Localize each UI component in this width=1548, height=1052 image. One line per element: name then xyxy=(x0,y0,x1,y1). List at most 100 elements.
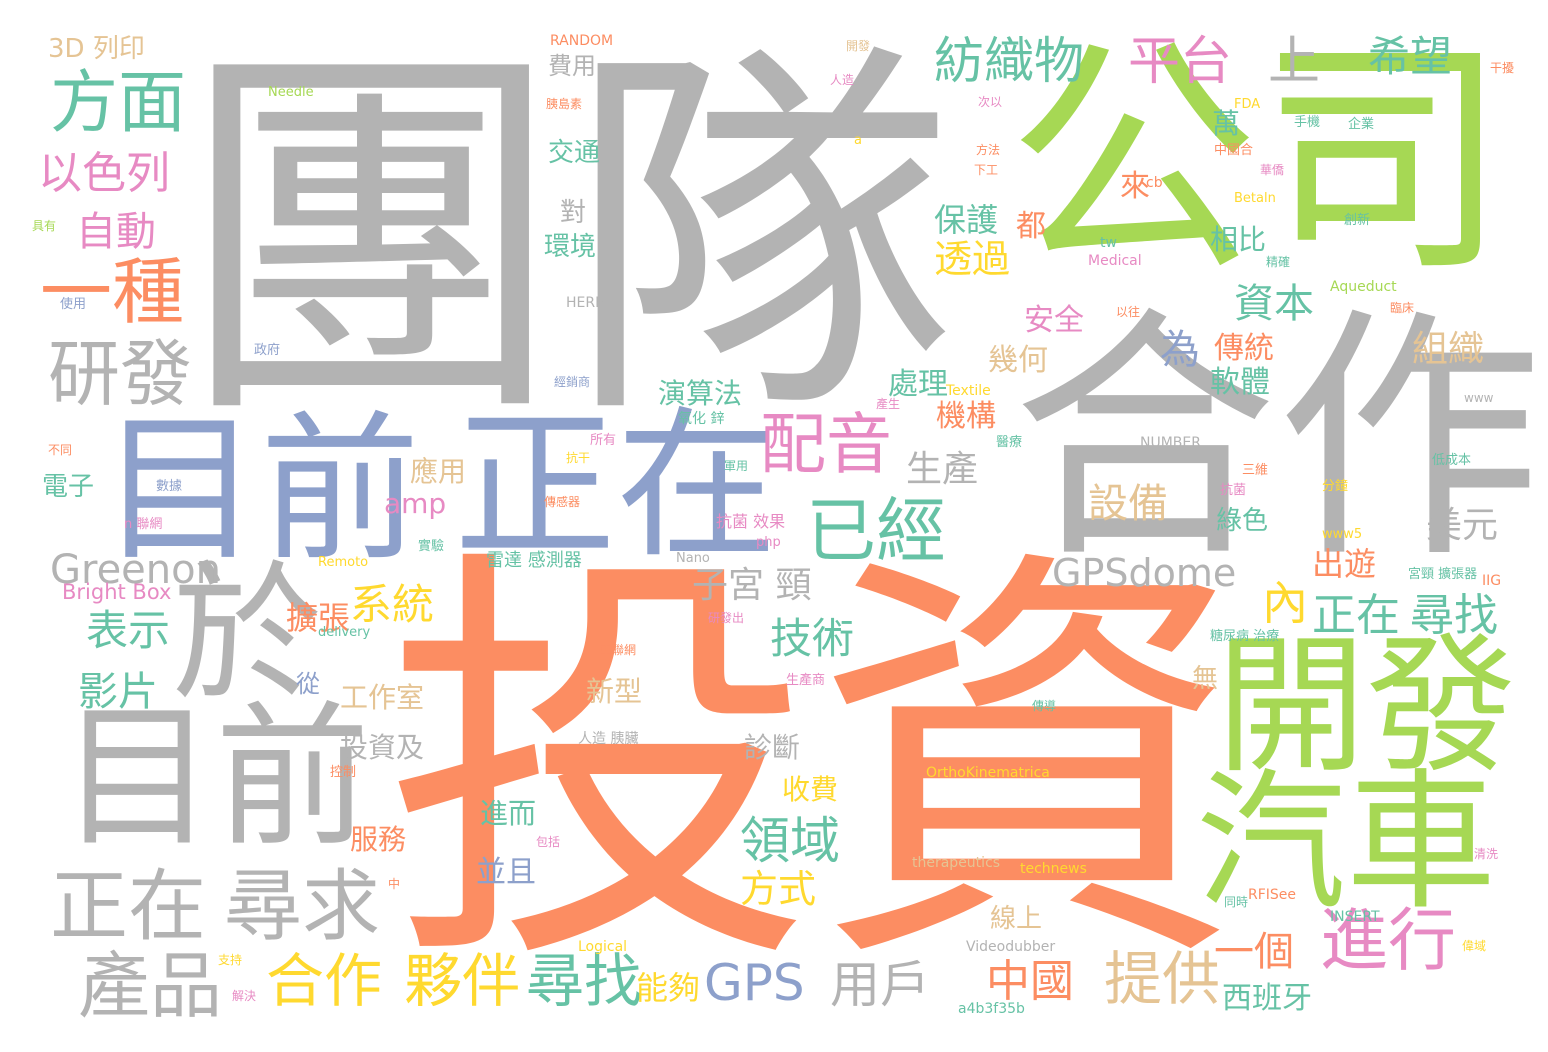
word-環境: 環境 xyxy=(544,232,597,262)
word-IIG: IIG xyxy=(1482,573,1502,589)
word-醫療: 醫療 xyxy=(996,435,1023,450)
word-投資及: 投資及 xyxy=(340,731,425,764)
word-生產商: 生產商 xyxy=(786,673,826,688)
word-amp: amp xyxy=(384,487,447,520)
word-RANDOM: RANDOM xyxy=(550,33,614,49)
word-尋求: 尋求 xyxy=(224,862,381,952)
word-正在-gray: 正在 xyxy=(50,862,207,952)
word-www: www xyxy=(1464,391,1494,405)
word-HERE: HERE xyxy=(566,295,604,311)
word-開發-small: 開發 xyxy=(846,39,871,53)
word-團隊: 團隊 xyxy=(176,12,956,466)
word-內: 內 xyxy=(1262,576,1308,630)
word-Betaln: Betaln xyxy=(1234,191,1276,206)
word-方式: 方式 xyxy=(740,867,817,911)
word-所有: 所有 xyxy=(590,433,617,448)
word-西班牙: 西班牙 xyxy=(1222,981,1312,1016)
word-處理: 處理 xyxy=(888,367,948,402)
word-領域: 領域 xyxy=(740,812,840,870)
word-使用: 使用 xyxy=(60,297,87,312)
word-進行: 進行 xyxy=(1320,902,1457,981)
word-方面: 方面 xyxy=(50,64,187,143)
word-都: 都 xyxy=(1016,209,1046,244)
word-therapeutics: therapeutics xyxy=(912,855,1001,871)
word-一個: 一個 xyxy=(1214,929,1294,975)
word-php: php xyxy=(756,535,781,550)
word-演算法: 演算法 xyxy=(658,377,743,410)
word-以色列: 以色列 xyxy=(38,148,170,199)
word-Greenon: Greenon xyxy=(50,547,221,593)
word-FDA: FDA xyxy=(1234,97,1261,112)
word-對: 對 xyxy=(560,198,587,228)
word-上: 上 xyxy=(1268,32,1321,92)
word-新型: 新型 xyxy=(586,675,643,708)
word-公司: 公司 xyxy=(1008,15,1508,306)
word-希望: 希望 xyxy=(1368,32,1453,81)
word-控制: 控制 xyxy=(330,765,357,780)
word-下工: 下工 xyxy=(974,163,999,177)
word-雷達感測器: 雷達 感測器 xyxy=(486,550,582,571)
word-無: 無 xyxy=(1192,664,1219,694)
word-產生: 產生 xyxy=(876,397,901,411)
word-出遊: 出遊 xyxy=(1312,545,1377,583)
word-機構: 機構 xyxy=(936,399,996,434)
word-線上: 線上 xyxy=(990,904,1043,934)
word-宮頸擴張器: 宮頸 擴張器 xyxy=(1408,567,1478,582)
word-www5: www5 xyxy=(1322,527,1363,542)
word-投資: 投資 xyxy=(384,517,1244,1017)
word-抗菌效果: 抗菌 效果 xyxy=(716,512,786,531)
word-目前-blue: 目前 xyxy=(100,396,421,583)
word-低成本: 低成本 xyxy=(1432,453,1472,468)
word-糖尿病治療: 糖尿病 治療 xyxy=(1210,629,1280,644)
word-子宮頸: 子宮 頸 xyxy=(692,565,812,606)
word-並且: 並且 xyxy=(476,855,536,890)
word-政府: 政府 xyxy=(254,343,281,358)
word-氧化鋅: 氧化 鋅 xyxy=(678,411,725,427)
word-尋找: 尋找 xyxy=(526,947,643,1015)
word-cb: cb xyxy=(1146,175,1163,191)
word-分鐘: 分鐘 xyxy=(1322,479,1349,494)
word-提供: 提供 xyxy=(1104,945,1221,1013)
word-a: a xyxy=(854,133,862,148)
word-交通: 交通 xyxy=(548,138,601,168)
word-紡織物: 紡織物 xyxy=(934,32,1084,90)
word-tw: tw xyxy=(1100,235,1117,251)
word-配音: 配音 xyxy=(760,406,892,483)
word-研發: 研發 xyxy=(48,332,193,416)
word-Needle: Needle xyxy=(268,85,314,100)
word-企業: 企業 xyxy=(1348,117,1375,132)
word-組織: 組織 xyxy=(1412,329,1485,370)
word-萬: 萬 xyxy=(1212,107,1241,140)
word-臨床: 臨床 xyxy=(1390,301,1415,315)
word-相比: 相比 xyxy=(1210,223,1267,256)
word-合作: 合作 xyxy=(1012,286,1542,594)
word-技術: 技術 xyxy=(770,614,855,663)
word-數據: 數據 xyxy=(156,479,183,494)
word-傳導: 傳導 xyxy=(1032,699,1057,713)
word-一種: 一種 xyxy=(40,250,185,334)
word-a4b3f35b: a4b3f35b xyxy=(958,1001,1025,1017)
word-設備: 設備 xyxy=(1088,481,1168,527)
word-同時: 同時 xyxy=(1224,895,1249,909)
word-生產: 生產 xyxy=(906,449,979,490)
word-中國合: 中國合 xyxy=(1214,143,1254,158)
word-人造胰臟: 人造 胰臟 xyxy=(578,731,639,747)
word-n聯網: n 聯網 xyxy=(124,517,163,532)
word-包括: 包括 xyxy=(536,835,561,849)
word-應用: 應用 xyxy=(410,455,467,488)
word-NUMBER: NUMBER xyxy=(1140,435,1201,451)
word-正在-teal: 正在 xyxy=(1312,590,1400,641)
word-服務: 服務 xyxy=(350,823,407,856)
word-進而: 進而 xyxy=(480,797,537,830)
word-收費: 收費 xyxy=(782,773,839,806)
word-經銷商: 經銷商 xyxy=(554,375,591,389)
word-干擾: 干擾 xyxy=(1490,61,1515,75)
word-汽車: 汽車 xyxy=(1196,756,1497,930)
word-產品: 產品 xyxy=(78,944,223,1028)
word-傳統: 傳統 xyxy=(1214,331,1274,366)
word-以往: 以往 xyxy=(1116,305,1141,319)
word-不同: 不同 xyxy=(48,443,73,457)
word-Medical: Medical xyxy=(1088,253,1142,269)
word-資本: 資本 xyxy=(1234,281,1314,327)
